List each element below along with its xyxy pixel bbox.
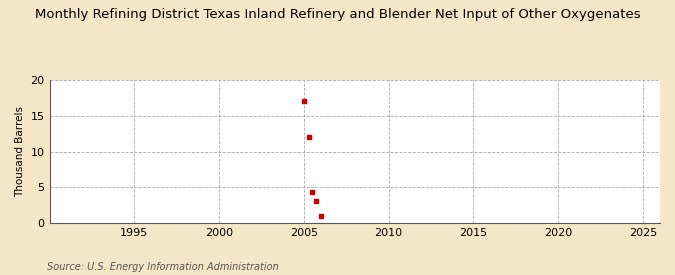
Text: Source: U.S. Energy Information Administration: Source: U.S. Energy Information Administ…: [47, 262, 279, 272]
Text: Monthly Refining District Texas Inland Refinery and Blender Net Input of Other O: Monthly Refining District Texas Inland R…: [34, 8, 641, 21]
Y-axis label: Thousand Barrels: Thousand Barrels: [15, 106, 25, 197]
